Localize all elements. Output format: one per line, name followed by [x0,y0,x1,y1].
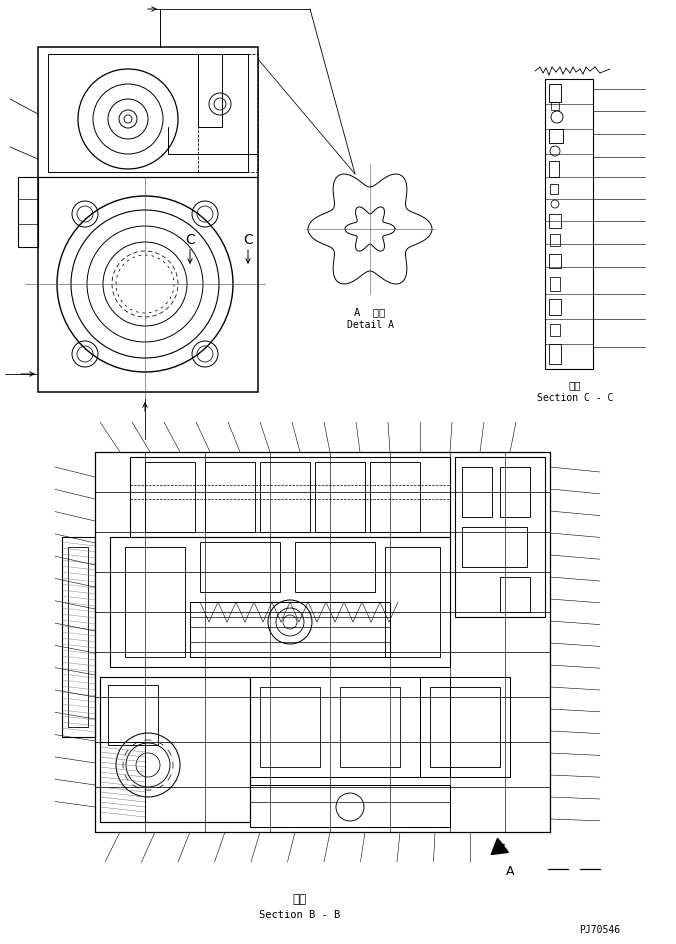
Bar [340,687,400,767]
Bar [549,255,561,269]
Bar [551,103,559,110]
Bar [550,235,560,246]
Bar [295,543,375,593]
Text: C: C [185,233,195,246]
Bar [100,677,250,822]
Text: A  詳細: A 詳細 [354,307,385,316]
Bar [550,278,560,292]
Bar [549,130,563,143]
Bar [315,463,365,532]
Text: Section B - B: Section B - B [260,909,341,919]
Bar [100,742,145,822]
Text: C: C [243,233,253,246]
Bar [110,537,450,667]
Text: A: A [506,865,514,878]
Bar [455,458,545,617]
Bar [430,687,500,767]
Bar [68,548,88,727]
Bar [260,687,320,767]
Bar [48,55,248,173]
Bar [549,215,561,228]
Bar [145,463,195,532]
Bar [200,543,280,593]
Bar [125,548,185,657]
Bar [260,463,310,532]
Bar [549,299,561,315]
Text: Section C - C: Section C - C [537,393,613,402]
Bar [108,685,158,745]
Bar [462,467,492,517]
Bar [250,677,450,777]
Text: PJ70546: PJ70546 [579,924,620,934]
Bar [370,463,420,532]
Text: Detail A: Detail A [347,320,393,329]
Bar [549,85,561,103]
Bar [38,48,258,393]
Bar [500,578,530,613]
Bar [18,177,38,247]
Bar [190,602,390,657]
Bar [250,785,450,827]
Bar [130,458,450,537]
Bar [62,537,95,737]
Bar [549,161,559,177]
Bar [500,467,530,517]
Bar [420,677,510,777]
Text: 断面: 断面 [293,893,307,905]
Bar [462,528,527,567]
Bar [385,548,440,657]
Bar [550,325,560,337]
Text: 断面: 断面 [569,379,581,390]
Bar [550,185,558,194]
Bar [549,345,561,364]
Bar [198,55,258,173]
Bar [545,80,593,370]
Bar [205,463,255,532]
